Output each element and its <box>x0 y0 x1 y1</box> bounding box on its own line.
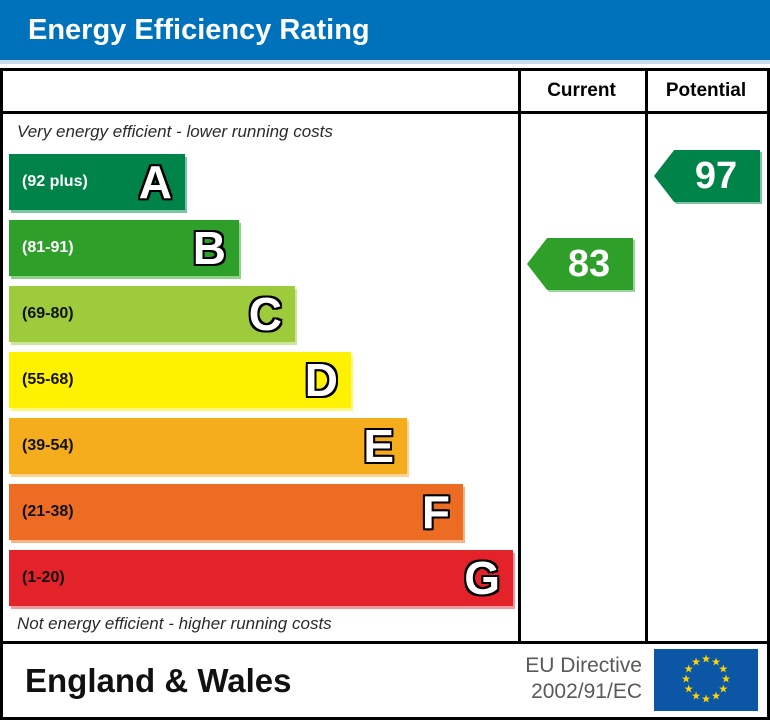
band-range-label: (21-38) <box>22 503 74 520</box>
eu-flag-star: ★ <box>711 656 721 669</box>
eu-directive-line2: 2002/91/EC <box>531 680 642 703</box>
eu-directive-line1: EU Directive <box>525 654 642 677</box>
eu-directive-text: EU Directive 2002/91/EC <box>525 653 642 705</box>
title-banner: Energy Efficiency Rating <box>0 0 770 60</box>
band-letter: C <box>248 288 282 340</box>
epc-band-c: (69-80) C <box>9 286 295 342</box>
banner-accent-strip <box>0 60 770 64</box>
eu-flag-star: ★ <box>718 683 729 696</box>
eu-flag-star: ★ <box>701 693 711 706</box>
epc-band-g: (1-20) G <box>9 550 513 606</box>
eu-flag-star: ★ <box>721 673 731 686</box>
potential-rating-value: 97 <box>654 150 760 202</box>
band-letter: F <box>421 486 450 538</box>
rating-table: Current Potential Very energy efficient … <box>0 68 770 720</box>
eu-flag-star: ★ <box>691 690 701 703</box>
potential-rating-arrow: 97 <box>654 150 760 202</box>
eu-flag: ★ ★ ★ ★ ★ ★ ★ ★ ★ ★ ★ ★ <box>654 649 758 711</box>
eu-flag-star: ★ <box>701 653 711 666</box>
band-range-label: (55-68) <box>22 371 74 388</box>
epc-band-f: (21-38) F <box>9 484 463 540</box>
eu-flag-star: ★ <box>683 663 694 676</box>
epc-band-a: (92 plus) A <box>9 154 185 210</box>
column-divider-current <box>518 71 521 644</box>
column-header-current: Current <box>547 80 616 101</box>
current-rating-value: 83 <box>527 238 633 290</box>
band-letter: E <box>363 420 394 472</box>
column-divider-potential <box>645 71 648 644</box>
band-range-label: (69-80) <box>22 305 74 322</box>
epc-band-b: (81-91) B <box>9 220 239 276</box>
band-range-label: (92 plus) <box>22 173 88 190</box>
eu-flag-star: ★ <box>691 656 701 669</box>
caption-not-efficient: Not energy efficient - higher running co… <box>17 614 332 633</box>
footer-divider <box>3 641 767 644</box>
epc-band-e: (39-54) E <box>9 418 407 474</box>
band-letter: A <box>138 156 172 208</box>
eu-flag-star: ★ <box>718 663 729 676</box>
eu-flag-star: ★ <box>711 690 721 703</box>
band-letter: D <box>304 354 338 406</box>
epc-band-d: (55-68) D <box>9 352 351 408</box>
eu-flag-star: ★ <box>683 683 694 696</box>
band-range-label: (81-91) <box>22 239 74 256</box>
column-header-potential: Potential <box>665 80 747 101</box>
band-letter: G <box>464 552 500 604</box>
region-label: England & Wales <box>25 662 292 699</box>
caption-efficient: Very energy efficient - lower running co… <box>17 122 333 141</box>
page-title: Energy Efficiency Rating <box>28 14 370 46</box>
band-letter: B <box>192 222 226 274</box>
table-header-row: Current Potential <box>3 71 767 114</box>
eu-flag-star: ★ <box>681 673 691 686</box>
band-range-label: (39-54) <box>22 437 74 454</box>
current-rating-arrow: 83 <box>527 238 633 290</box>
rating-scale: Very energy efficient - lower running co… <box>3 114 518 641</box>
band-range-label: (1-20) <box>22 569 65 586</box>
